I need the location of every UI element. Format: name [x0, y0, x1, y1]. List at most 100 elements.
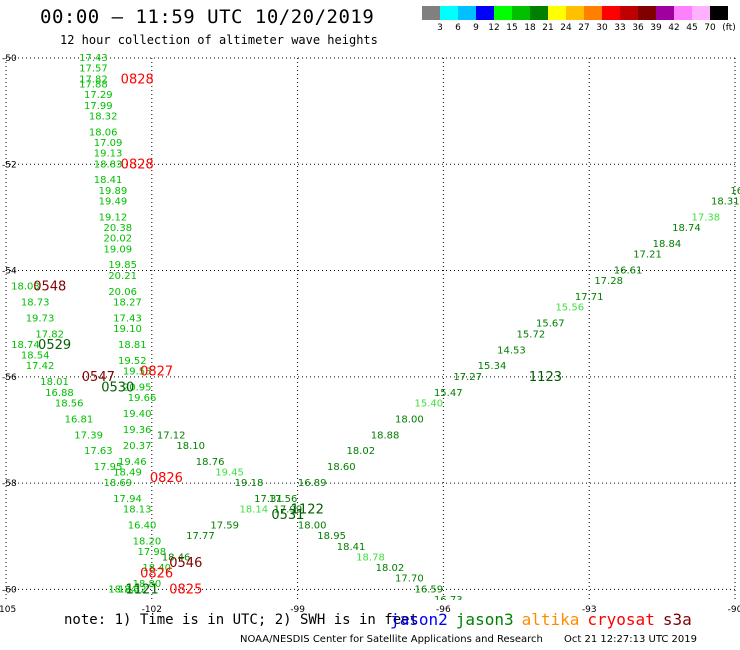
colorbar-label: 3: [437, 23, 443, 33]
pass-time-label: 0531: [271, 508, 304, 523]
colorbar-swatch: [458, 6, 476, 20]
wave-height-obs: 19.89: [99, 186, 128, 197]
legend-altika: altika: [521, 610, 580, 629]
wave-height-obs: 16.88: [45, 388, 74, 399]
wave-height-obs: 17.43: [79, 53, 108, 64]
wave-height-obs: 18.27: [113, 297, 142, 308]
wave-height-obs: 18.32: [118, 584, 147, 595]
wave-height-obs: 16.81: [730, 186, 740, 197]
wave-height-obs: 19.09: [103, 244, 132, 255]
wave-height-obs: 18.32: [89, 111, 118, 122]
wave-height-obs: 20.02: [103, 234, 132, 245]
pass-time-label: 0827: [140, 365, 173, 380]
wave-height-obs: 20.06: [108, 287, 137, 298]
wave-height-obs: 17.28: [594, 276, 623, 287]
wave-height-obs: 18.84: [653, 239, 682, 250]
wave-height-obs: 17.77: [186, 531, 215, 542]
wave-height-obs: 19.36: [123, 425, 152, 436]
wave-height-obs: 16.40: [128, 521, 157, 532]
wave-height-obs: 18.00: [395, 414, 424, 425]
wave-height-obs: 18.10: [176, 441, 205, 452]
colorbar-label: 42: [668, 23, 680, 33]
colorbar-label: 39: [650, 23, 662, 33]
lon-tick-label: -96: [436, 605, 451, 615]
colorbar-swatch: [602, 6, 620, 20]
wave-height-obs: 16.81: [65, 414, 94, 425]
wave-height-obs: 17.12: [157, 430, 186, 441]
wave-height-obs: 17.42: [26, 361, 55, 372]
wave-height-obs: 17.39: [74, 430, 103, 441]
wave-height-obs: 18.49: [113, 467, 142, 478]
wave-height-obs: 18.69: [103, 478, 132, 489]
pass-time-label: 0825: [169, 582, 202, 597]
wave-height-obs: 20.38: [103, 223, 132, 234]
wave-height-obs: 17.71: [575, 292, 604, 303]
legend-s3a: s3a: [662, 610, 692, 629]
wave-height-obs: 17.95: [94, 462, 123, 473]
wave-height-obs: 18.78: [356, 552, 385, 563]
colorbar-swatch: [566, 6, 584, 20]
wave-height-obs: 17.29: [84, 90, 113, 101]
wave-height-obs: 17.27: [453, 372, 482, 383]
colorbar-swatch: [548, 6, 566, 20]
footer-timestamp: Oct 21 12:27:13 UTC 2019: [564, 634, 697, 645]
lat-tick-label: -52: [2, 160, 17, 170]
wave-height-obs: 15.40: [414, 398, 443, 409]
pass-time-label: 0547: [82, 370, 115, 385]
wave-height-obs: 18.03: [11, 281, 40, 292]
wave-height-obs: 18.02: [346, 446, 375, 457]
wave-height-obs: 19.85: [108, 260, 137, 271]
map-title: 00:00 – 11:59 UTC 10/20/2019: [40, 6, 375, 28]
pass-time-label: 0546: [169, 556, 202, 571]
wave-height-obs: 19.40: [123, 409, 152, 420]
footer: NOAA/NESDIS Center for Satellite Applica…: [240, 634, 697, 645]
wave-height-obs: 18.80: [133, 579, 162, 590]
colorbar-swatch: [638, 6, 656, 20]
wave-height-obs: 18.73: [21, 297, 50, 308]
wave-height-obs: 18.02: [376, 563, 405, 574]
wave-height-obs: 17.57: [79, 64, 108, 75]
wave-height-obs: 17.70: [395, 574, 424, 585]
pass-time-label: 0828: [121, 72, 154, 87]
colorbar-swatch: [440, 6, 458, 20]
units-note: note: 1) Time is in UTC; 2) SWH is in fe…: [64, 612, 419, 628]
wave-height-obs: 15.47: [434, 388, 463, 399]
wave-height-obs: 18.60: [327, 462, 356, 473]
wave-height-obs: 19.18: [235, 478, 264, 489]
colorbar-swatch: [422, 6, 440, 20]
lat-tick-label: -58: [2, 479, 17, 489]
map-subtitle: 12 hour collection of altimeter wave hei…: [60, 33, 378, 47]
wave-height-obs: 16.89: [298, 478, 327, 489]
legend-cryosat: cryosat: [587, 610, 655, 629]
pass-time-label: 1122: [291, 503, 324, 518]
wave-height-obs: 17.43: [113, 313, 142, 324]
wave-height-obs: 18.56: [55, 398, 84, 409]
wave-height-obs: 17.88: [79, 80, 108, 91]
colorbar-swatch: [476, 6, 494, 20]
wave-height-obs: 15.34: [478, 361, 507, 372]
satellite-legend: jason2 jason3 altika cryosat s3a: [390, 610, 700, 629]
wave-height-obs: 18.01: [40, 377, 69, 388]
colorbar-label: 36: [632, 23, 644, 33]
wave-height-obs: 20.37: [123, 441, 152, 452]
wave-height-obs: 15.67: [536, 319, 565, 330]
wave-height-obs: 16.61: [614, 266, 643, 277]
lon-tick-label: -90: [728, 605, 740, 615]
colorbar-swatch: [656, 6, 674, 20]
colorbar-unit: (ft): [722, 23, 736, 33]
colorbar-swatch: [530, 6, 548, 20]
wave-height-obs: 17.98: [137, 547, 166, 558]
colorbar-label: 21: [542, 23, 554, 33]
wave-height-obs: 18.88: [371, 430, 400, 441]
wave-height-obs: 17.94: [113, 494, 142, 505]
pass-time-label: 1123: [529, 370, 562, 385]
lon-tick-label: -105: [0, 605, 16, 615]
wave-height-obs: 19.10: [113, 324, 142, 335]
wave-height-obs: 18.41: [94, 175, 123, 186]
colorbar-label: 70: [704, 23, 716, 33]
wave-height-obs: 20.95: [123, 382, 152, 393]
wave-height-obs: 17.99: [274, 505, 303, 516]
wave-height-obs: 18.31: [711, 196, 740, 207]
lon-tick-label: -102: [142, 605, 162, 615]
colorbar-label: 6: [455, 23, 461, 33]
